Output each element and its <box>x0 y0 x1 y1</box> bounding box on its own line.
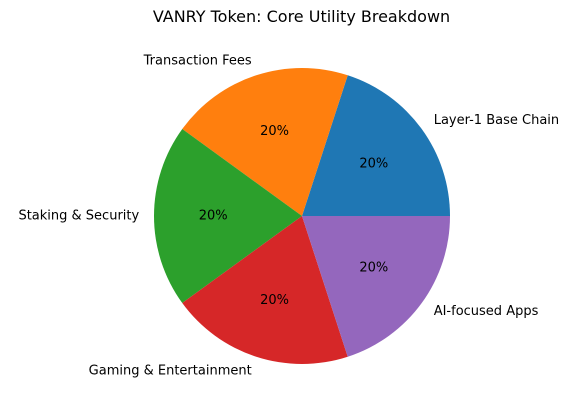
pie-slice-category-label: Layer-1 Base Chain <box>434 113 559 128</box>
pie-slice-pct-label: 20% <box>199 209 228 224</box>
pie-slice-category-label: Staking & Security <box>18 209 139 224</box>
pie-slice-5 <box>302 216 450 357</box>
pie-slice-1 <box>302 75 451 216</box>
pie-slice-pct-label: 20% <box>260 293 289 308</box>
pie-slice-pct-label: 20% <box>359 261 388 276</box>
pie-slice-3 <box>154 129 302 303</box>
slices-layer <box>154 68 451 364</box>
pie-slice-category-label: Transaction Fees <box>143 54 252 69</box>
pie-slice-category-label: Gaming & Entertainment <box>89 363 252 378</box>
labels-layer: 20% Layer-1 Base Chain 20% Transaction Fees… <box>18 54 559 379</box>
pie-slice-2 <box>182 68 348 216</box>
chart-title: VANRY Token: Core Utility Breakdown <box>152 7 451 26</box>
pie-slice-pct-label: 20% <box>359 156 388 171</box>
pie-slice-4 <box>182 216 348 364</box>
pie-slice-category-label: AI-focused Apps <box>434 304 539 319</box>
pie-slice-pct-label: 20% <box>260 124 289 139</box>
